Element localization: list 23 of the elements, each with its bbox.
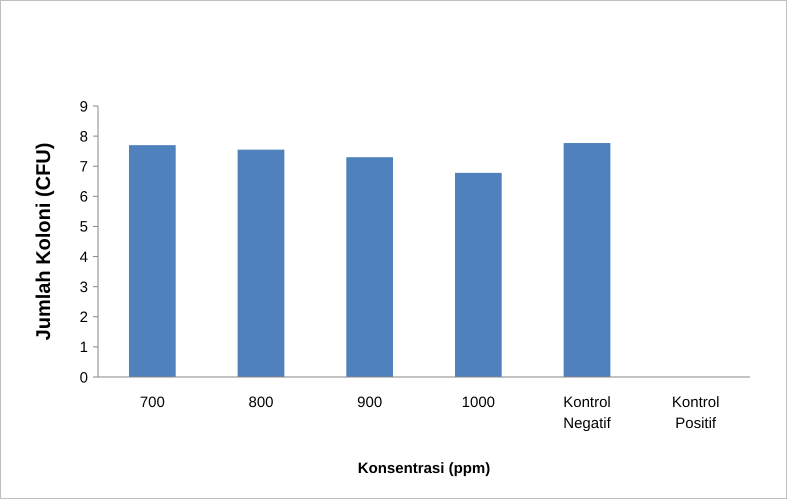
bar <box>564 143 610 377</box>
bar <box>238 150 284 377</box>
y-tick-label: 4 <box>80 248 88 266</box>
y-tick-label: 0 <box>80 369 88 386</box>
x-tick-label: Kontrol Negatif <box>563 394 612 432</box>
y-tick-label: 6 <box>80 188 88 206</box>
y-tick-label: 2 <box>80 309 88 326</box>
x-axis-title: Konsentrasi (ppm) <box>358 460 490 477</box>
x-tick-label: 700 <box>140 394 165 411</box>
x-tick-label: 800 <box>248 394 274 411</box>
x-tick-label: 1000 <box>462 394 496 411</box>
y-tick-label: 5 <box>80 218 88 236</box>
y-tick-label: 1 <box>80 339 88 356</box>
y-tick-label: 8 <box>80 128 88 146</box>
y-axis-title: Jumlah Koloni (CFU) <box>33 142 55 340</box>
bar <box>128 145 176 377</box>
bar <box>346 157 394 377</box>
x-tick-label: Kontrol Positif <box>672 394 720 432</box>
y-tick-label: 9 <box>80 98 88 116</box>
x-tick-label: 900 <box>357 394 382 411</box>
y-tick-label: 7 <box>80 158 88 176</box>
y-tick-label: 3 <box>80 278 88 296</box>
bar <box>454 172 502 377</box>
